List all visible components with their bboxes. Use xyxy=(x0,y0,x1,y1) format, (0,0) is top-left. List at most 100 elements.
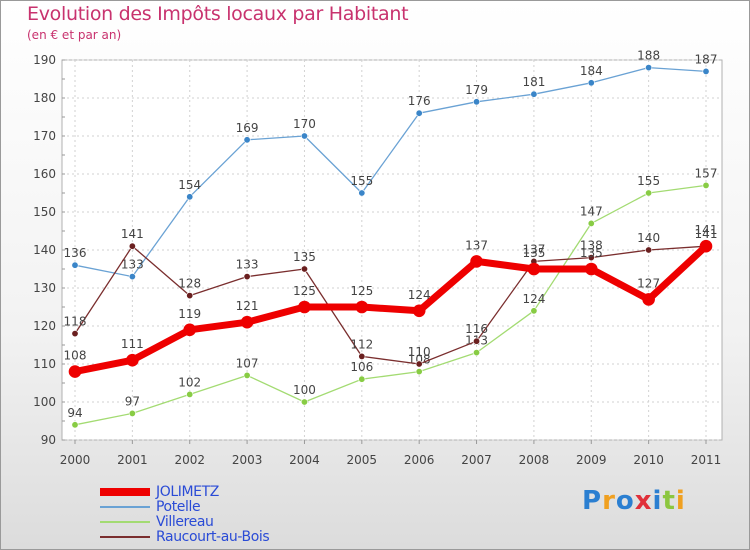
x-tick-label: 2000 xyxy=(60,453,91,467)
x-tick-label: 2005 xyxy=(347,453,378,467)
data-label-potelle: 184 xyxy=(580,64,603,78)
legend-swatch xyxy=(100,536,150,538)
data-label-jolimetz: 125 xyxy=(350,284,373,298)
data-label-raucourt-au-bois: 133 xyxy=(236,258,259,272)
data-point-villereau xyxy=(358,375,366,383)
data-label-raucourt-au-bois: 140 xyxy=(637,231,660,245)
data-label-villereau: 155 xyxy=(637,174,660,188)
data-point-villereau xyxy=(300,398,308,406)
data-point-potelle xyxy=(358,189,366,197)
data-label-potelle: 136 xyxy=(64,246,87,260)
data-label-jolimetz: 121 xyxy=(236,299,259,313)
data-point-villereau xyxy=(645,189,653,197)
y-tick-label: 130 xyxy=(33,281,56,295)
data-point-raucourt-au-bois xyxy=(415,360,423,368)
chart-subtitle: (en € et par an) xyxy=(27,28,122,42)
data-point-raucourt-au-bois xyxy=(358,352,366,360)
x-tick-label: 2003 xyxy=(232,453,263,467)
data-point-villereau xyxy=(243,371,251,379)
y-tick-label: 190 xyxy=(33,53,56,67)
x-tick-label: 2002 xyxy=(174,453,205,467)
proxiti-logo: Proxiti xyxy=(582,486,686,516)
legend-label: JOLIMETZ xyxy=(156,484,219,500)
data-label-potelle: 170 xyxy=(293,117,316,131)
y-tick-label: 140 xyxy=(33,243,56,257)
x-tick-label: 2004 xyxy=(289,453,320,467)
data-point-villereau xyxy=(702,181,710,189)
x-tick-label: 2010 xyxy=(633,453,664,467)
data-point-raucourt-au-bois xyxy=(186,292,194,300)
data-label-raucourt-au-bois: 110 xyxy=(408,345,431,359)
data-label-villereau: 102 xyxy=(178,375,201,389)
data-point-potelle xyxy=(702,67,710,75)
data-point-potelle xyxy=(587,79,595,87)
data-point-potelle xyxy=(645,64,653,72)
data-label-potelle: 176 xyxy=(408,94,431,108)
data-point-raucourt-au-bois xyxy=(128,242,136,250)
data-label-raucourt-au-bois: 141 xyxy=(695,227,718,241)
y-tick-label: 170 xyxy=(33,129,56,143)
legend-label: Raucourt-au-Bois xyxy=(156,529,270,545)
legend-label: Potelle xyxy=(156,499,201,515)
data-point-villereau xyxy=(71,421,79,429)
data-label-potelle: 155 xyxy=(350,174,373,188)
data-label-raucourt-au-bois: 128 xyxy=(178,277,201,291)
data-point-villereau xyxy=(473,349,481,357)
data-label-villereau: 100 xyxy=(293,383,316,397)
legend-swatch xyxy=(100,521,150,523)
data-label-jolimetz: 135 xyxy=(522,246,545,260)
data-label-raucourt-au-bois: 112 xyxy=(350,337,373,351)
data-label-raucourt-au-bois: 135 xyxy=(293,250,316,264)
x-tick-label: 2009 xyxy=(576,453,607,467)
y-tick-label: 150 xyxy=(33,205,56,219)
data-point-potelle xyxy=(415,109,423,117)
data-label-jolimetz: 135 xyxy=(580,246,603,260)
data-point-villereau xyxy=(128,409,136,417)
data-label-potelle: 181 xyxy=(522,75,545,89)
data-label-raucourt-au-bois: 137 xyxy=(522,242,545,256)
data-point-jolimetz xyxy=(355,300,369,314)
data-label-jolimetz: 125 xyxy=(293,284,316,298)
data-label-potelle: 169 xyxy=(236,121,259,135)
y-tick-label: 100 xyxy=(33,395,56,409)
data-point-potelle xyxy=(530,90,538,98)
data-label-jolimetz: 108 xyxy=(64,349,87,363)
data-label-potelle: 154 xyxy=(178,178,201,192)
x-tick-label: 2007 xyxy=(461,453,492,467)
legend-swatch xyxy=(100,488,150,496)
data-label-raucourt-au-bois: 118 xyxy=(64,315,87,329)
data-label-jolimetz: 141 xyxy=(695,223,718,237)
data-point-jolimetz xyxy=(642,293,655,306)
data-label-potelle: 179 xyxy=(465,83,488,97)
data-label-potelle: 187 xyxy=(695,52,718,66)
data-point-raucourt-au-bois xyxy=(587,254,595,262)
data-point-potelle xyxy=(71,261,79,269)
data-label-villereau: 157 xyxy=(695,166,718,180)
data-point-raucourt-au-bois xyxy=(645,246,653,254)
y-tick-label: 110 xyxy=(33,357,56,371)
series-line-potelle xyxy=(74,66,707,278)
data-point-raucourt-au-bois xyxy=(243,273,251,281)
data-label-raucourt-au-bois: 116 xyxy=(465,322,488,336)
data-label-raucourt-au-bois: 141 xyxy=(121,227,144,241)
data-point-jolimetz xyxy=(527,262,541,276)
y-tick-label: 160 xyxy=(33,167,56,181)
data-point-jolimetz xyxy=(470,255,483,268)
data-point-villereau xyxy=(530,307,538,315)
data-point-jolimetz xyxy=(298,300,311,314)
legend-swatch xyxy=(100,506,150,508)
chart-title: Evolution des Impôts locaux par Habitant xyxy=(27,3,409,25)
data-label-jolimetz: 111 xyxy=(121,337,144,351)
data-point-potelle xyxy=(243,136,251,144)
data-label-jolimetz: 119 xyxy=(178,307,201,321)
x-tick-label: 2001 xyxy=(117,453,148,467)
data-point-jolimetz xyxy=(412,304,426,318)
y-tick-label: 180 xyxy=(33,91,56,105)
data-label-raucourt-au-bois: 138 xyxy=(580,239,603,253)
data-label-potelle: 133 xyxy=(121,258,144,272)
data-point-jolimetz xyxy=(240,315,254,329)
data-point-jolimetz xyxy=(183,323,197,337)
data-point-jolimetz xyxy=(584,262,598,276)
data-point-potelle xyxy=(300,132,308,140)
y-tick-label: 90 xyxy=(41,433,56,447)
